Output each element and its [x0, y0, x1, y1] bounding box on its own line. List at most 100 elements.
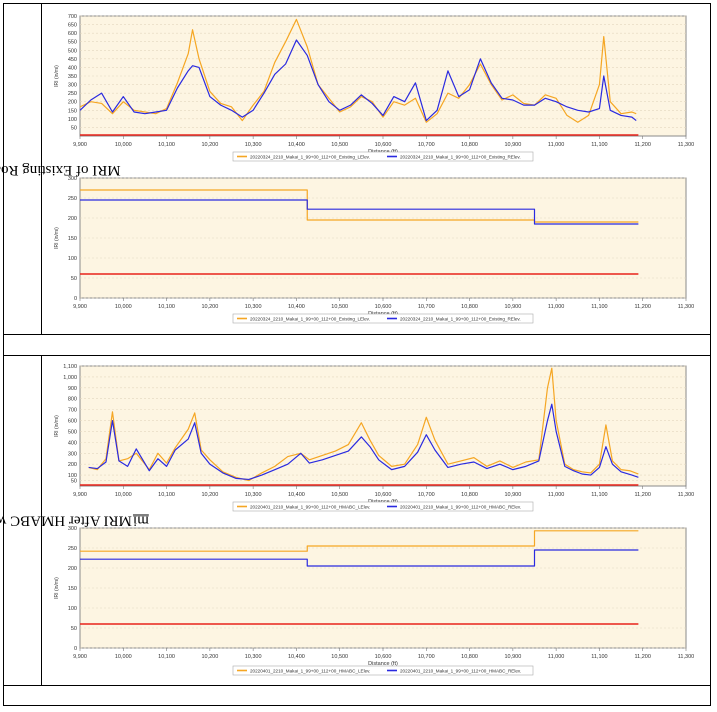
y-tick-label: 700	[68, 14, 77, 20]
x-tick-label: 10,000	[115, 492, 132, 498]
y-tick-label: 200	[68, 462, 77, 468]
x-tick-label: 10,600	[375, 142, 392, 148]
y-tick-label: 50	[71, 125, 77, 131]
x-tick-label: 10,200	[201, 142, 218, 148]
y-tick-label: 100	[68, 473, 77, 479]
x-tick-label: 10,700	[418, 304, 435, 310]
x-tick-label: 10,600	[375, 654, 392, 660]
y-tick-label: 600	[68, 419, 77, 425]
x-tick-label: 11,200	[635, 654, 651, 660]
y-tick-label: 900	[68, 386, 77, 392]
x-tick-label: 9,900	[73, 142, 87, 148]
chart-existing-summary: 0 50 100 150 200 250 300 9,900 10,000 10,100 10,20…	[54, 176, 694, 324]
series-line-right	[80, 199, 639, 225]
y-axis-label: IRI (in/mi)	[54, 65, 60, 87]
series-line-right	[79, 39, 637, 122]
y-tick-label: 250	[68, 546, 77, 552]
x-tick-label: 10,400	[288, 142, 305, 148]
series-line-right	[80, 549, 639, 567]
x-tick-label: 11,100	[591, 654, 607, 660]
y-tick-label: 300	[68, 526, 77, 532]
x-tick-label: 10,800	[461, 142, 478, 148]
table-row-divider	[4, 334, 710, 335]
y-tick-label: 300	[68, 176, 77, 182]
x-tick-label: 10,500	[331, 492, 348, 498]
x-tick-label: 11,000	[548, 304, 564, 310]
x-tick-label: 11,100	[591, 142, 607, 148]
y-tick-label: 1,000	[63, 375, 77, 381]
legend-label: 20220401_2210_Makai_1_99+00_112+00_HMABC…	[400, 669, 521, 674]
y-tick-label: 150	[68, 236, 77, 242]
chart-hmabc-summary: 0 50 100 150 200 250 300 9,900 10,000 10,100 10,20…	[54, 526, 694, 676]
y-tick-label: 100	[68, 606, 77, 612]
x-tick-label: 10,900	[504, 492, 521, 498]
y-tick-label: 50	[71, 276, 77, 282]
x-tick-label: 10,400	[288, 304, 305, 310]
y-tick-label: 50	[71, 479, 77, 485]
y-tick-label: 350	[68, 74, 77, 80]
legend-label: 20220401_2210_Makai_1_99+00_112+00_HMABC…	[400, 505, 521, 510]
x-tick-label: 10,800	[461, 492, 478, 498]
y-tick-label: 400	[68, 440, 77, 446]
y-tick-label: 300	[68, 83, 77, 89]
y-tick-label: 250	[68, 91, 77, 97]
y-tick-label: 450	[68, 57, 77, 63]
row-label-hmabc: MRI After HMABC was paved: 236 in/mi	[0, 355, 149, 685]
x-tick-label: 10,400	[288, 492, 305, 498]
x-tick-label: 10,200	[201, 492, 218, 498]
x-tick-label: 10,600	[375, 304, 392, 310]
x-tick-label: 11,300	[678, 654, 694, 660]
plot-area	[79, 365, 687, 487]
legend-box	[232, 501, 534, 512]
x-tick-label: 9,900	[73, 492, 87, 498]
legend-box	[232, 665, 534, 676]
x-tick-label: 10,100	[158, 654, 175, 660]
y-tick-label: 200	[68, 216, 77, 222]
y-tick-label: 800	[68, 397, 77, 403]
x-tick-label: 10,900	[504, 304, 521, 310]
x-tick-label: 11,000	[548, 142, 564, 148]
legend-label: 20220401_2210_Makai_1_99+00_112+00_HMABC…	[250, 505, 370, 510]
y-axis-label: IRI (in/mi)	[54, 577, 60, 599]
y-tick-label: 250	[68, 196, 77, 202]
x-tick-label: 10,500	[331, 304, 348, 310]
x-tick-label: 11,200	[635, 304, 651, 310]
y-tick-label: 0	[74, 296, 77, 302]
x-tick-label: 11,100	[591, 492, 607, 498]
table-row-divider	[4, 685, 710, 686]
x-axis-label: Distance (ft)	[368, 661, 398, 667]
x-tick-label: 10,000	[115, 142, 132, 148]
x-tick-label: 10,500	[331, 142, 348, 148]
x-tick-label: 10,300	[245, 142, 262, 148]
x-tick-label: 10,400	[288, 654, 305, 660]
x-tick-label: 10,200	[201, 654, 218, 660]
table-column-divider	[41, 4, 42, 334]
x-tick-label: 10,700	[418, 142, 435, 148]
legend-label: 20220401_2210_Makai_1_99+00_112+00_HMABC…	[250, 669, 370, 674]
y-tick-label: 1,100	[63, 364, 77, 370]
y-tick-label: 650	[68, 23, 77, 29]
x-tick-label: 9,900	[73, 304, 87, 310]
legend-label: 20220324_2210_Makai_1_99+00_112+00_Exist…	[400, 317, 521, 322]
x-tick-label: 10,100	[158, 142, 175, 148]
x-tick-label: 11,100	[591, 304, 607, 310]
legend-label: 20220324_2210_Makai_1_99+00_112+00_Exist…	[250, 317, 370, 322]
x-tick-label: 11,000	[548, 654, 564, 660]
y-tick-label: 150	[68, 108, 77, 114]
chart-legend: 20220324_2210_Makai_1_99+00_112+00_Exist…	[232, 151, 534, 162]
x-tick-label: 10,300	[245, 304, 262, 310]
plot-area	[79, 15, 687, 137]
y-tick-label: 700	[68, 408, 77, 414]
x-tick-label: 10,900	[504, 654, 521, 660]
chart-existing-profile: 50 100 150 200 250 300 350 400 450 500 550 600 650 70…	[54, 14, 694, 162]
y-tick-label: 400	[68, 65, 77, 71]
x-tick-label: 10,700	[418, 654, 435, 660]
layout-table	[3, 3, 711, 706]
row-label-existing: MRI of Existing Road: 223 in/mi	[0, 4, 121, 334]
x-tick-label: 10,700	[418, 492, 435, 498]
x-tick-label: 10,800	[461, 304, 478, 310]
y-tick-label: 500	[68, 429, 77, 435]
x-tick-label: 10,000	[115, 654, 132, 660]
series-line-left	[80, 530, 639, 552]
